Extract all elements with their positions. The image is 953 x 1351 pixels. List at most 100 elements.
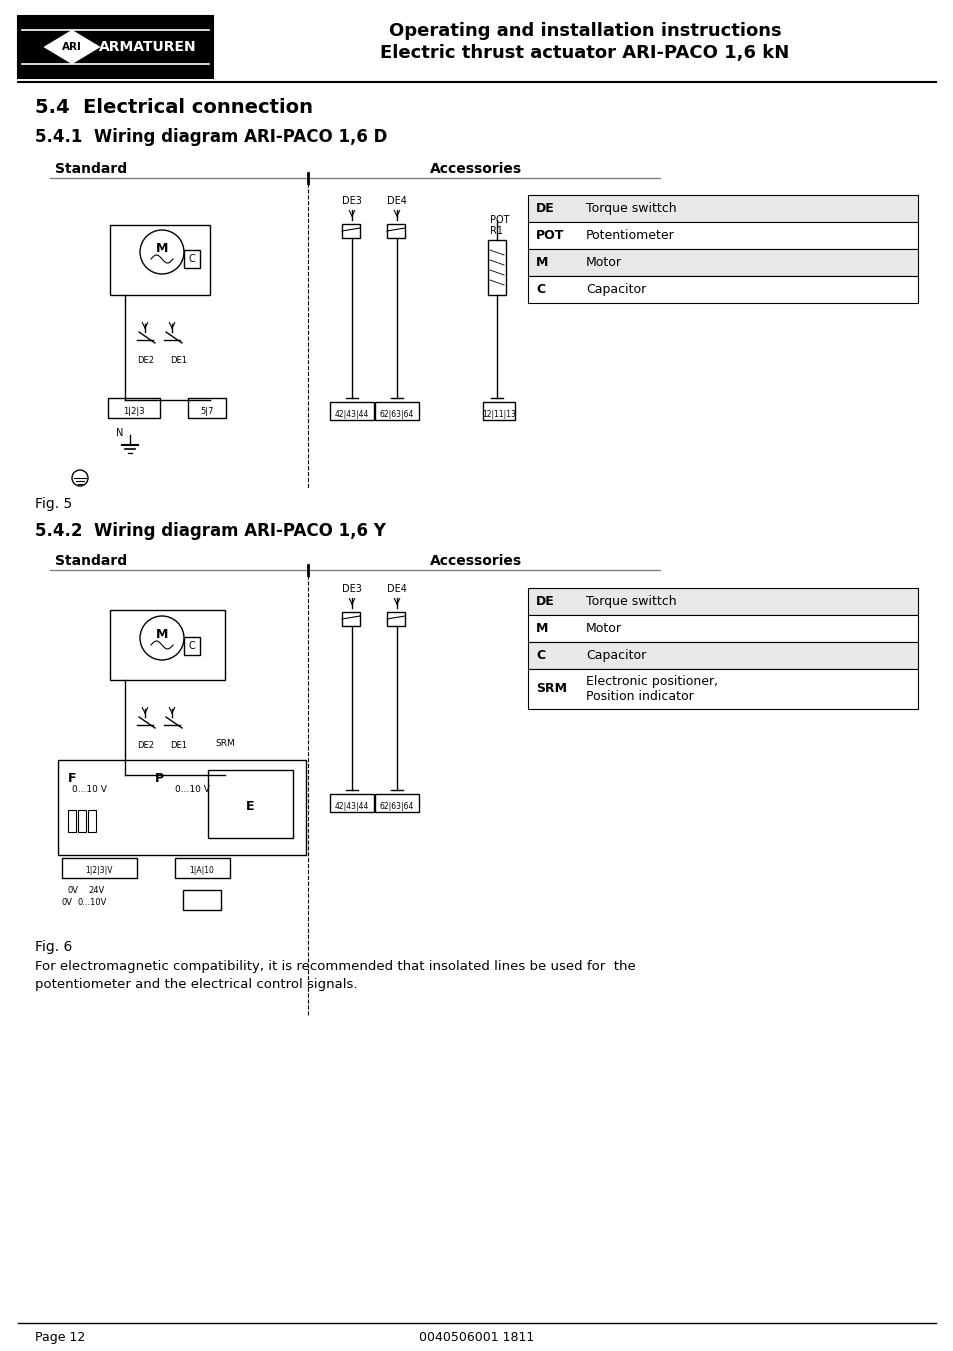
Text: Potentiometer: Potentiometer xyxy=(585,230,674,242)
Bar xyxy=(527,642,917,669)
Text: 1|A|10: 1|A|10 xyxy=(190,866,214,875)
Text: 5|7: 5|7 xyxy=(200,407,213,416)
Bar xyxy=(108,399,160,417)
Bar xyxy=(527,195,917,222)
Text: Accessories: Accessories xyxy=(430,162,521,176)
Text: 1|2|3: 1|2|3 xyxy=(123,407,145,416)
Text: Torque swittch: Torque swittch xyxy=(585,594,676,608)
Bar xyxy=(18,16,213,78)
Text: 1|2|3|V: 1|2|3|V xyxy=(85,866,112,875)
Polygon shape xyxy=(42,28,102,65)
Bar xyxy=(387,612,405,626)
Text: 0...10 V: 0...10 V xyxy=(71,785,107,794)
Text: M: M xyxy=(536,255,548,269)
Text: DE4: DE4 xyxy=(387,196,407,205)
Text: DE: DE xyxy=(536,594,554,608)
Text: 0V: 0V xyxy=(68,886,79,894)
Text: M: M xyxy=(155,627,168,640)
Text: Standard: Standard xyxy=(55,162,127,176)
Text: ARI: ARI xyxy=(62,42,82,51)
Bar xyxy=(375,794,418,812)
Text: DE1: DE1 xyxy=(170,357,187,365)
Text: POT: POT xyxy=(490,215,509,226)
Text: Fig. 5: Fig. 5 xyxy=(35,497,72,511)
Bar xyxy=(330,794,374,812)
Bar xyxy=(375,403,418,420)
Text: SRM: SRM xyxy=(536,682,566,696)
Bar xyxy=(527,249,917,276)
Bar xyxy=(68,811,76,832)
Text: 0040506001 1811: 0040506001 1811 xyxy=(419,1331,534,1344)
Text: C: C xyxy=(536,648,544,662)
Text: M: M xyxy=(155,242,168,254)
Text: DE3: DE3 xyxy=(342,196,361,205)
Text: Standard: Standard xyxy=(55,554,127,567)
Bar xyxy=(341,224,359,238)
Text: DE2: DE2 xyxy=(137,740,153,750)
Text: Torque swittch: Torque swittch xyxy=(585,203,676,215)
Text: 42|43|44: 42|43|44 xyxy=(335,802,369,811)
Text: 24V: 24V xyxy=(88,886,104,894)
Bar xyxy=(482,403,515,420)
Bar xyxy=(208,770,293,838)
Text: 0...10V: 0...10V xyxy=(78,898,108,907)
Bar xyxy=(78,811,86,832)
Text: 62|63|64: 62|63|64 xyxy=(379,409,414,419)
Text: Electric thrust actuator ARI-PACO 1,6 kN: Electric thrust actuator ARI-PACO 1,6 kN xyxy=(380,45,789,62)
Text: Page 12: Page 12 xyxy=(35,1331,85,1344)
Text: N: N xyxy=(116,428,123,438)
Text: R1: R1 xyxy=(490,226,502,236)
Text: P: P xyxy=(154,771,164,785)
Bar xyxy=(527,276,917,303)
Text: 5.4.1  Wiring diagram ARI-PACO 1,6 D: 5.4.1 Wiring diagram ARI-PACO 1,6 D xyxy=(35,128,387,146)
Text: DE: DE xyxy=(536,203,554,215)
Text: Capacitor: Capacitor xyxy=(585,648,645,662)
Text: 0...10 V: 0...10 V xyxy=(174,785,210,794)
Bar xyxy=(341,612,359,626)
Bar xyxy=(110,611,225,680)
Bar xyxy=(527,222,917,249)
Text: C: C xyxy=(189,640,195,651)
Text: 62|63|64: 62|63|64 xyxy=(379,802,414,811)
Text: 5.4.2  Wiring diagram ARI-PACO 1,6 Y: 5.4.2 Wiring diagram ARI-PACO 1,6 Y xyxy=(35,521,385,540)
Text: 42|43|44: 42|43|44 xyxy=(335,409,369,419)
Bar xyxy=(387,224,405,238)
Text: POT: POT xyxy=(536,230,564,242)
Bar xyxy=(88,811,96,832)
Text: M: M xyxy=(536,621,548,635)
Bar xyxy=(110,226,210,295)
Bar xyxy=(488,240,505,295)
Text: Fig. 6: Fig. 6 xyxy=(35,940,72,954)
Text: C: C xyxy=(189,254,195,263)
Text: 0V: 0V xyxy=(62,898,73,907)
Text: Electronic positioner,
Position indicator: Electronic positioner, Position indicato… xyxy=(585,674,718,704)
Text: DE4: DE4 xyxy=(387,584,407,594)
Text: 12|11|13: 12|11|13 xyxy=(481,409,516,419)
Bar xyxy=(330,403,374,420)
Bar xyxy=(174,858,230,878)
Bar xyxy=(62,858,137,878)
Bar xyxy=(527,588,917,615)
Text: F: F xyxy=(68,771,76,785)
Text: DE2: DE2 xyxy=(137,357,153,365)
Bar xyxy=(184,638,200,655)
Bar xyxy=(527,669,917,709)
Text: Accessories: Accessories xyxy=(430,554,521,567)
Bar xyxy=(183,890,221,911)
Text: C: C xyxy=(536,282,544,296)
Text: Capacitor: Capacitor xyxy=(585,282,645,296)
Text: DE1: DE1 xyxy=(170,740,187,750)
Text: For electromagnetic compatibility, it is recommended that insolated lines be use: For electromagnetic compatibility, it is… xyxy=(35,961,635,992)
Bar xyxy=(184,250,200,267)
Text: Motor: Motor xyxy=(585,255,621,269)
Text: E: E xyxy=(246,800,254,813)
Text: Motor: Motor xyxy=(585,621,621,635)
Bar xyxy=(188,399,226,417)
Text: DE3: DE3 xyxy=(342,584,361,594)
Bar xyxy=(58,761,306,855)
Text: 5.4  Electrical connection: 5.4 Electrical connection xyxy=(35,99,313,118)
Text: SRM: SRM xyxy=(214,739,234,748)
Text: ARMATUREN: ARMATUREN xyxy=(99,41,196,54)
Text: Operating and installation instructions: Operating and installation instructions xyxy=(388,22,781,41)
Bar xyxy=(527,615,917,642)
